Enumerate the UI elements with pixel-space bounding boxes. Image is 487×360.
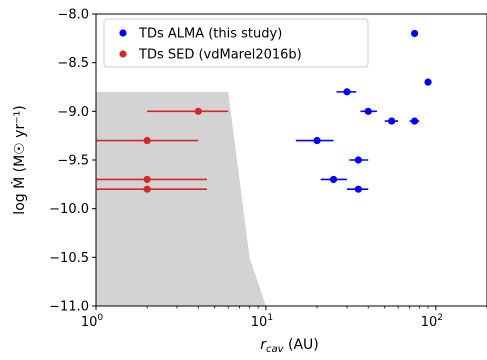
alma-point (411, 29, 419, 38)
x-axis-label-unit: (AU) (284, 337, 319, 353)
y-tick-label: −8.5 (57, 56, 89, 71)
y-tick-label: −9.0 (57, 105, 89, 120)
y-tick-label: −10.0 (49, 202, 89, 217)
y-axis-label: log Ṁ (M☉ yr⁻¹) (10, 105, 28, 214)
excluded-region (96, 91, 266, 307)
legend: TDs ALMA (this study) TDs SED (vdMarel201… (103, 18, 369, 68)
alma-point (354, 156, 362, 164)
x-tick-exponent: 0 (97, 313, 103, 323)
legend-label-alma: TDs ALMA (this study) (138, 27, 282, 42)
x-axis-label: rcav (AU) (260, 337, 319, 355)
y-tick-label: −8.0 (57, 8, 89, 23)
sed-point (143, 185, 151, 193)
legend-label-sed: TDs SED (vdMarel2016b) (138, 48, 302, 63)
alma-point (343, 88, 351, 96)
legend-marker-sed (119, 50, 127, 58)
alma-point (364, 107, 372, 115)
x-tick-label: 100 (81, 313, 104, 330)
sed-point (143, 175, 151, 184)
alma-point (388, 117, 396, 125)
legend-box (103, 18, 369, 68)
sed-point (143, 136, 151, 145)
x-tick-label: 102 (421, 313, 443, 330)
x-tick-exponent: 2 (437, 313, 443, 323)
x-tick-label: 101 (251, 313, 273, 330)
x-axis-label-symbol: r (260, 337, 267, 353)
alma-point (313, 136, 321, 145)
sed-point (194, 107, 202, 115)
alma-point (411, 117, 419, 125)
shaded-area (96, 91, 266, 307)
alma-point (424, 78, 432, 86)
x-tick-exponent: 1 (267, 313, 273, 323)
alma-point (329, 175, 338, 184)
y-tick-label: −11.0 (49, 300, 89, 315)
y-tick-label: −9.5 (57, 154, 89, 169)
legend-marker-alma (119, 29, 127, 37)
data-points (143, 29, 432, 193)
x-axis-label-subscript: cav (266, 344, 285, 355)
alma-point (354, 185, 362, 193)
y-tick-label: −10.5 (49, 251, 89, 266)
